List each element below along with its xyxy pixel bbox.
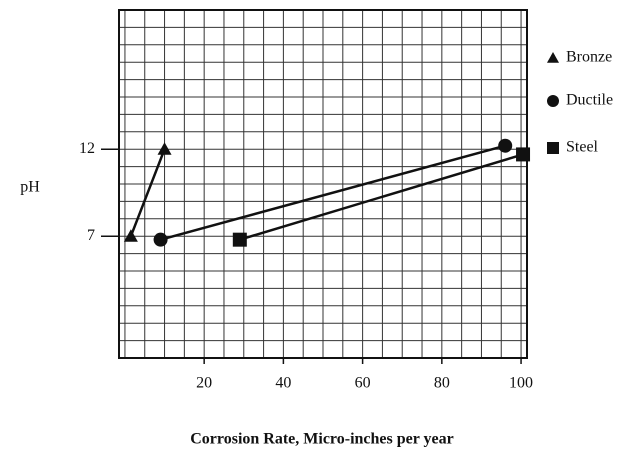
marker (516, 147, 531, 162)
series-line (160, 144, 506, 241)
x-tick-label: 80 (434, 375, 450, 392)
x-tick-label: 40 (275, 375, 291, 392)
legend-marker (547, 52, 559, 63)
legend-marker (547, 142, 559, 154)
series-line (129, 148, 166, 237)
y-tick-label: 12 (79, 140, 95, 157)
marker (157, 142, 172, 155)
x-axis-label: Corrosion Rate, Micro-inches per year (190, 431, 454, 448)
y-tick-label: 7 (87, 227, 95, 244)
marker (123, 229, 138, 242)
legend-label: Bronze (566, 49, 612, 66)
marker (498, 138, 513, 153)
y-axis-label: pH (20, 179, 40, 196)
series-line (239, 153, 524, 241)
marker (153, 232, 168, 247)
x-tick-label: 60 (355, 375, 371, 392)
plot-frame (118, 9, 528, 359)
legend-label: Steel (566, 139, 599, 156)
legend-label: Ductile (566, 92, 613, 109)
legend-marker (547, 95, 559, 107)
x-tick-label: 100 (509, 375, 533, 392)
x-tick-label: 20 (196, 375, 212, 392)
marker (232, 232, 247, 247)
